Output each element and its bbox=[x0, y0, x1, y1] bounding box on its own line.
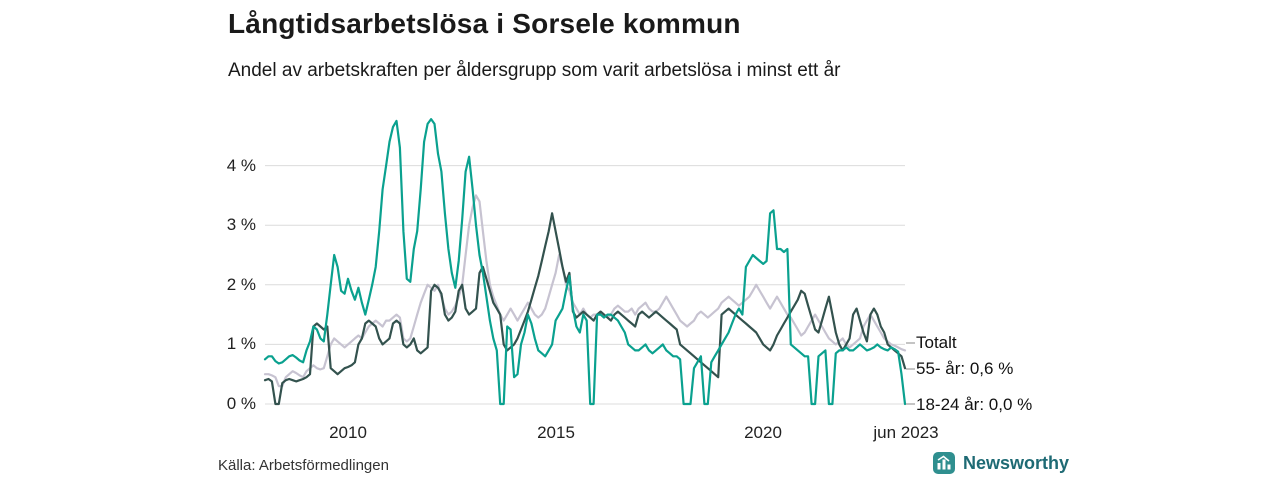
x-tick-2015: 2015 bbox=[537, 423, 575, 442]
x-tick-2010: 2010 bbox=[329, 423, 367, 442]
y-tick-3: 3 % bbox=[226, 215, 256, 234]
x-tick-jun-2023: jun 2023 bbox=[873, 423, 939, 442]
series-line-55-år bbox=[263, 212, 907, 406]
newsworthy-logo[interactable]: Newsworthy bbox=[933, 452, 1069, 474]
end-label-totalt: Totalt bbox=[916, 333, 957, 352]
y-tick-0: 0 % bbox=[226, 394, 256, 413]
x-tick-2020: 2020 bbox=[744, 423, 782, 442]
end-label-55: 55- år: 0,6 % bbox=[916, 359, 1014, 378]
logo-text: Newsworthy bbox=[963, 452, 1070, 473]
y-tick-4: 4 % bbox=[226, 156, 256, 175]
bar-chart-icon bbox=[933, 452, 955, 474]
page-title: Långtidsarbetslösa i Sorsele kommun bbox=[228, 8, 741, 39]
y-tick-2: 2 % bbox=[226, 275, 256, 294]
end-label-18-24: 18-24 år: 0,0 % bbox=[916, 395, 1033, 414]
chart-subtitle: Andel av arbetskraften per åldersgrupp s… bbox=[228, 60, 841, 81]
source-credit: Källa: Arbetsförmedlingen bbox=[218, 457, 389, 474]
series-line-18-24-år bbox=[263, 117, 907, 406]
y-tick-1: 1 % bbox=[226, 334, 256, 353]
